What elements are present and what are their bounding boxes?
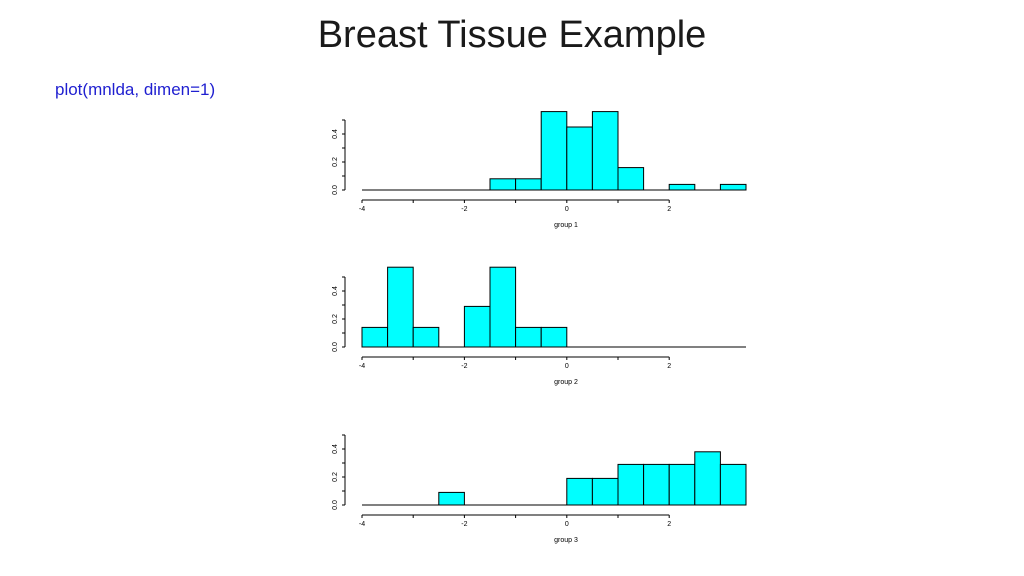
histogram-svg: 0.0 0.2 0.4 -4 -2 0 2 group 1 0.0 0.2 0.4 -4 -2 0 2 gro… [332,111,747,544]
histogram-bar [566,126,593,191]
x-axis-label: group 3 [554,537,578,544]
y-tick-label: 0.4 [332,286,339,296]
slide-title: Breast Tissue Example [317,14,707,56]
histogram-bar [694,451,721,506]
x-tick-label: 0 [565,206,569,213]
histogram-bar [438,491,465,506]
histogram-bar [489,266,517,348]
code-snippet: plot(mnlda, dimen=1) [55,80,216,99]
histogram-bar [643,463,670,506]
y-tick-label: 0.2 [332,314,339,324]
histogram-bar [617,463,645,506]
x-tick-label: 2 [667,363,671,370]
histogram-bar [540,326,568,348]
histogram-panels: 0.0 0.2 0.4 -4 -2 0 2 group 1 0.0 0.2 0.4 -4 -2 0 2 gro… [320,110,760,570]
x-tick-label: 2 [667,521,671,528]
histogram-bar [387,266,414,348]
x-tick-label: -2 [461,206,467,213]
histogram-bar [566,477,593,506]
y-tick-label: 0.2 [332,157,339,167]
y-tick-label: 0.4 [332,444,339,454]
histogram-bar [489,178,517,191]
x-tick-label: 2 [667,206,671,213]
x-tick-label: -4 [359,206,365,213]
x-tick-label: -4 [359,521,365,528]
x-tick-label: -2 [461,521,467,528]
histogram-bar [719,183,747,191]
histogram-bar [668,463,696,506]
x-tick-label: 0 [565,521,569,528]
histogram-bar [515,326,542,348]
histogram-bar [515,178,542,191]
histogram-bar [361,326,389,348]
x-axis-label: group 2 [554,379,578,386]
y-tick-label: 0.0 [332,500,339,510]
histogram-bar [412,326,440,348]
histogram-bar [591,477,619,506]
histogram-bar [591,111,619,191]
histogram-bar [463,305,491,348]
y-tick-label: 0.4 [332,129,339,139]
y-tick-label: 0.0 [332,342,339,352]
x-axis-label: group 1 [554,222,578,229]
x-tick-label: 0 [565,363,569,370]
y-tick-label: 0.0 [332,185,339,195]
y-tick-label: 0.2 [332,472,339,482]
histogram-bar [668,183,696,191]
histogram-bar [540,111,568,191]
histogram-bar [617,167,645,191]
histogram-bar [719,463,747,506]
x-tick-label: -2 [461,363,467,370]
x-tick-label: -4 [359,363,365,370]
